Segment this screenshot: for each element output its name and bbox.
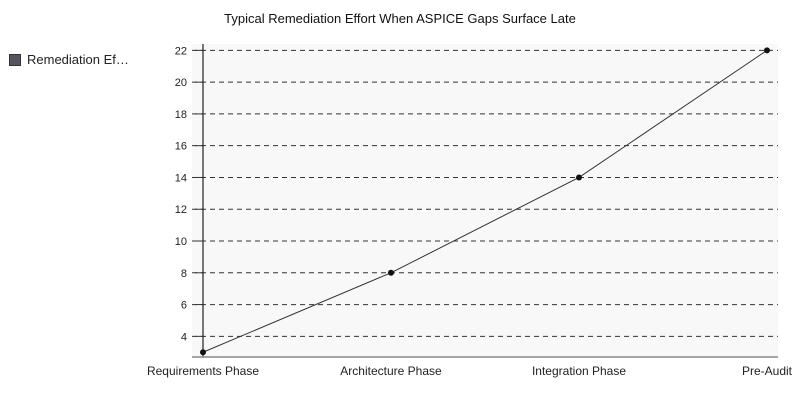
x-tick-label: Integration Phase xyxy=(532,364,626,378)
x-tick-label: Architecture Phase xyxy=(340,364,442,378)
plot-area xyxy=(192,44,778,357)
legend-label: Remediation Ef… xyxy=(27,52,129,67)
y-tick-label: 14 xyxy=(175,172,187,184)
y-tick-label: 8 xyxy=(181,268,187,280)
x-tick-label: Pre-Audit xyxy=(742,364,793,378)
data-point xyxy=(576,174,582,181)
y-tick-label: 18 xyxy=(175,109,187,121)
y-tick-label: 16 xyxy=(175,141,187,153)
y-tick-label: 20 xyxy=(175,77,187,89)
y-tick-label: 6 xyxy=(181,300,187,312)
chart-title: Typical Remediation Effort When ASPICE G… xyxy=(224,11,576,26)
data-point xyxy=(764,47,770,54)
legend-swatch xyxy=(9,53,21,66)
y-tick-label: 4 xyxy=(181,331,187,343)
legend-item[interactable]: Remediation Ef… xyxy=(9,52,129,67)
y-tick-label: 12 xyxy=(175,204,187,216)
x-tick-label: Requirements Phase xyxy=(147,364,259,378)
series-line xyxy=(202,49,768,353)
data-point xyxy=(388,269,394,276)
data-point xyxy=(200,349,206,356)
y-tick-label: 22 xyxy=(175,45,187,57)
y-tick-label: 10 xyxy=(175,236,187,248)
